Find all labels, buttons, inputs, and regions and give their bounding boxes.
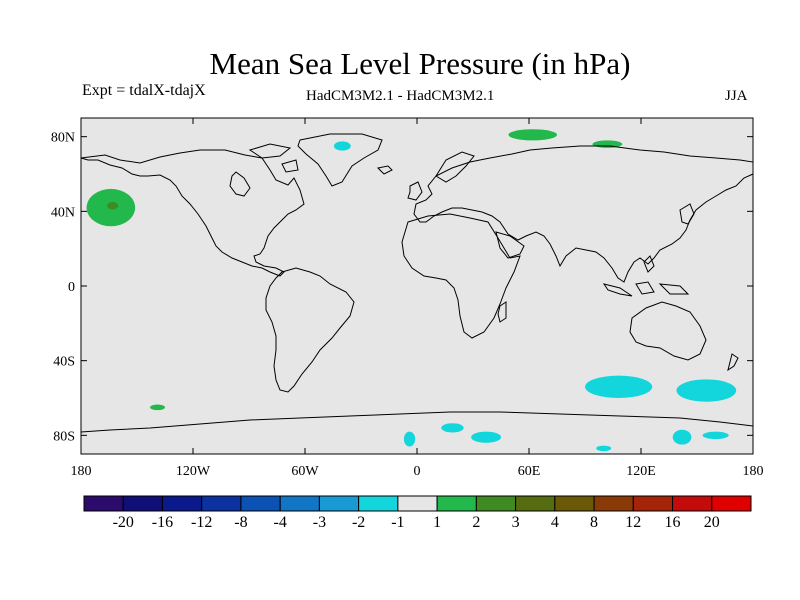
colorbar-swatch: [279, 495, 320, 512]
colorbar-label: -12: [191, 514, 212, 531]
coast-indonesia: [602, 255, 690, 297]
lon-tick-label: 60E: [518, 464, 541, 479]
experiment-label: Expt = tdalX-tdajX: [82, 82, 206, 99]
lat-tick-label: 40S: [53, 355, 75, 370]
lat-tick-label: 80S: [53, 429, 75, 444]
colorbar-swatch: [515, 495, 556, 512]
colorbar-swatch: [318, 495, 360, 512]
coast-australia: [629, 301, 707, 361]
anomaly-antarctic-negative-1: [403, 431, 416, 447]
lat-tick-label: 80N: [51, 131, 75, 146]
colorbar-swatch: [436, 495, 477, 512]
colorbar-swatch: [632, 495, 674, 512]
coast-britain: [407, 181, 423, 201]
colorbar-label: -1: [391, 514, 404, 531]
colorbar-label: 3: [512, 514, 520, 531]
coastlines: [80, 133, 754, 433]
colorbar-swatch: [240, 495, 281, 512]
anomaly-south-indian-negative-1: [585, 375, 653, 398]
coast-south-america: [265, 267, 355, 393]
colorbar-swatch: [122, 495, 163, 512]
lon-tick-label: 60W: [291, 464, 319, 479]
anomaly-antarctic-negative-3: [471, 431, 502, 443]
plot-title: Mean Sea Level Pressure (in hPa): [209, 46, 631, 81]
colorbar-swatch: [593, 495, 634, 512]
colorbar-label: -3: [313, 514, 326, 531]
anomaly-greenland-negative: [333, 141, 351, 151]
coast-new-zealand: [727, 353, 739, 372]
season-label: JJA: [725, 88, 748, 104]
colorbar-swatch: [397, 495, 438, 512]
longitude-axis: 180 120W 60W 0 60E 120E 180: [71, 118, 764, 479]
colorbar-label: -20: [113, 514, 134, 531]
coast-japan: [679, 203, 695, 225]
colorbar-swatch: [711, 495, 752, 512]
anomaly-south-pacific-positive: [150, 404, 166, 411]
lon-tick-label: 180: [71, 464, 92, 479]
coast-antarctica: [80, 411, 754, 433]
colorbar-label: 2: [472, 514, 480, 531]
coast-eurasia: [413, 145, 754, 283]
colorbar-label: 1: [433, 514, 441, 531]
anomaly-layer: [86, 129, 737, 452]
anomaly-antarctic-negative-4: [596, 445, 612, 452]
colorbar-label: 12: [625, 514, 641, 531]
coast-africa: [401, 213, 521, 339]
colorbar-swatch: [83, 495, 124, 512]
colorbar-label: 16: [665, 514, 681, 531]
anomaly-south-indian-negative-2: [676, 379, 737, 402]
coast-arabia: [495, 231, 525, 259]
coast-scandinavia: [435, 151, 475, 183]
colorbar-swatch: [201, 495, 242, 512]
lat-tick-label: 40N: [51, 205, 75, 220]
colorbar-label: 4: [551, 514, 559, 531]
colorbar-label: 20: [704, 514, 720, 531]
colorbar-label: -16: [152, 514, 173, 531]
colorbar-swatch: [672, 495, 713, 512]
lon-tick-label: 120W: [176, 464, 211, 479]
colorbar-swatch: [475, 495, 517, 512]
colorbar-label: -2: [352, 514, 365, 531]
coast-madagascar: [497, 301, 507, 323]
lon-tick-label: 120E: [626, 464, 656, 479]
colorbar: [83, 495, 752, 512]
lon-tick-label: 180: [743, 464, 764, 479]
coast-greenland: [297, 133, 383, 187]
coast-hudson-bay: [229, 171, 251, 197]
colorbar-swatch: [161, 495, 203, 512]
lon-tick-label: 0: [414, 464, 421, 479]
coast-iceland: [376, 165, 393, 175]
colorbar-label: 8: [590, 514, 598, 531]
anomaly-antarctic-negative-6: [702, 431, 729, 440]
lat-tick-label: 0: [68, 280, 75, 295]
colorbar-label: -4: [274, 514, 287, 531]
anomaly-north-pacific-core: [107, 202, 119, 210]
anomaly-siberia-positive: [508, 129, 557, 141]
colorbar-swatch: [358, 495, 399, 512]
colorbar-swatch: [554, 495, 595, 512]
coast-north-america: [80, 149, 305, 277]
anomaly-antarctic-negative-5: [672, 429, 692, 445]
anomaly-antarctic-negative-2: [441, 423, 464, 433]
coast-arctic-islands: [248, 143, 299, 173]
comparison-label: HadCM3M2.1 - HadCM3M2.1: [306, 88, 495, 104]
colorbar-label: -8: [234, 514, 247, 531]
map-background: [81, 118, 753, 454]
latitude-axis: 80N 40N 0 40S 80S: [51, 131, 753, 444]
colorbar-labels: -20 -16 -12 -8 -4 -3 -2 -1 1 2 3 4 8 12 16 20: [113, 514, 720, 531]
